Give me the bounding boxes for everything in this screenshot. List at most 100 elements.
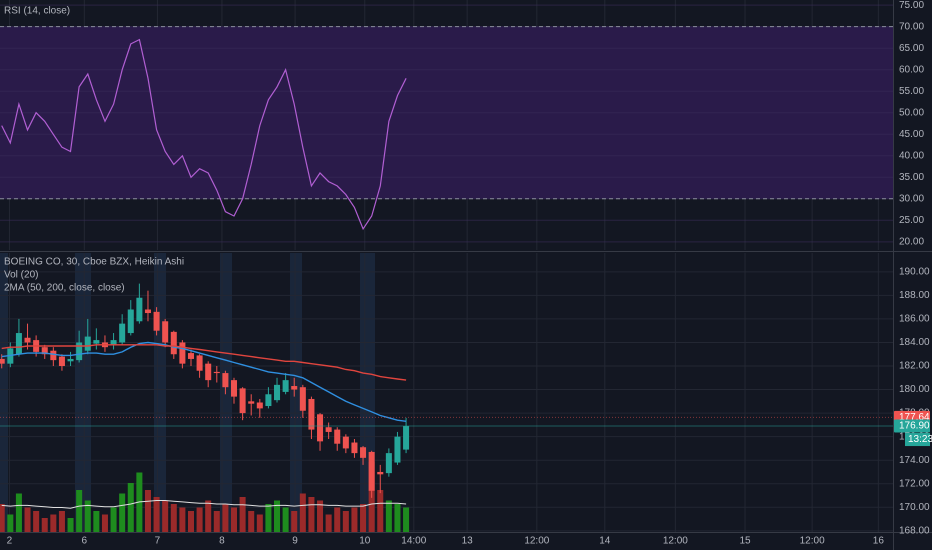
volume-bar: [308, 497, 315, 532]
volume-bar: [67, 518, 74, 532]
x-tick-label: 13: [462, 536, 474, 547]
candle-body: [144, 309, 151, 314]
candle-body: [403, 426, 410, 450]
volume-bar: [342, 511, 349, 532]
session-band: [220, 253, 232, 532]
candle-body: [385, 453, 392, 474]
volume-bar: [153, 497, 160, 532]
x-tick-label: 12:00: [524, 536, 549, 547]
volume-bar: [351, 507, 358, 532]
ma-line: [1, 344, 407, 381]
candle-body: [377, 471, 384, 475]
y-tick-label: 45.00: [899, 129, 924, 140]
y-tick-label: 60.00: [899, 64, 924, 75]
volume-title: Vol (20): [4, 270, 38, 281]
x-tick-label: 10: [359, 536, 371, 547]
volume-bar: [334, 507, 341, 532]
x-tick-label: 7: [155, 536, 161, 547]
candle-body: [222, 373, 229, 388]
volume-bar: [119, 493, 126, 532]
volume-bar: [248, 511, 255, 532]
x-tick-label: 12:00: [800, 536, 825, 547]
volume-bar: [170, 504, 177, 532]
volume-bar: [360, 504, 367, 532]
y-tick-label: 184.00: [899, 337, 930, 348]
volume-bar: [282, 507, 289, 532]
session-band: [0, 253, 8, 532]
volume-bar: [265, 504, 272, 532]
countdown: 13:23: [908, 434, 932, 445]
candle-body: [119, 323, 126, 343]
price-label: 176.90: [899, 421, 930, 432]
ma-line: [1, 341, 407, 422]
candle-body: [76, 342, 83, 361]
volume-bar: [377, 490, 384, 532]
candle-body: [360, 447, 367, 458]
x-tick-label: 15: [739, 536, 751, 547]
candle-body: [58, 356, 65, 367]
rsi-title: RSI (14, close): [4, 6, 70, 17]
volume-bar: [50, 514, 57, 532]
candle-body: [84, 336, 91, 351]
y-tick-label: 50.00: [899, 107, 924, 118]
x-tick-label: 16: [873, 536, 885, 547]
candle-body: [213, 371, 220, 374]
x-tick-label: 14:00: [401, 536, 426, 547]
candle-body: [110, 340, 117, 345]
volume-bar: [317, 500, 324, 532]
candle-body: [317, 414, 324, 442]
volume-bar: [179, 507, 186, 532]
volume-bar: [24, 507, 31, 532]
volume-bar: [76, 490, 83, 532]
volume-bar: [196, 507, 203, 532]
y-tick-label: 180.00: [899, 384, 930, 395]
volume-bar: [144, 490, 151, 532]
candle-body: [179, 342, 186, 364]
volume-bar: [127, 483, 134, 532]
volume-bar: [7, 514, 14, 532]
candle-body: [127, 309, 134, 334]
candle-body: [282, 380, 289, 392]
candle-body: [24, 337, 31, 343]
session-band: [75, 253, 91, 532]
candle-body: [351, 442, 358, 454]
volume-bar: [187, 511, 194, 532]
candle-body: [0, 358, 5, 364]
candle-body: [170, 331, 177, 355]
y-tick-label: 170.00: [899, 502, 930, 513]
volume-bar: [33, 511, 40, 532]
y-tick-label: 35.00: [899, 172, 924, 183]
candle-body: [394, 436, 401, 463]
ma-title: 2MA (50, 200, close, close): [4, 283, 125, 294]
y-tick-label: 186.00: [899, 314, 930, 325]
candle-body: [153, 311, 160, 331]
y-tick-label: 70.00: [899, 21, 924, 32]
volume-bar: [385, 500, 392, 532]
candle-body: [291, 386, 298, 390]
candle-body: [256, 402, 263, 409]
countdown-bg: [905, 433, 930, 447]
candle-body: [342, 436, 349, 449]
y-tick-label: 25.00: [899, 215, 924, 226]
x-tick-label: 6: [82, 536, 88, 547]
x-tick-label: 14: [599, 536, 611, 547]
volume-bar: [222, 504, 229, 532]
y-tick-label: 30.00: [899, 193, 924, 204]
candle-body: [265, 394, 272, 407]
candle-body: [239, 388, 246, 414]
price-title: BOEING CO, 30, Cboe BZX, Heikin Ashi: [4, 257, 184, 268]
x-tick-label: 2: [7, 536, 13, 547]
y-tick-label: 190.00: [899, 266, 930, 277]
candle-body: [162, 321, 169, 343]
volume-bar: [110, 507, 117, 532]
candle-body: [196, 355, 203, 371]
candle-body: [308, 398, 315, 430]
volume-bar: [325, 514, 332, 532]
volume-bar: [394, 504, 401, 532]
volume-bar: [239, 497, 246, 532]
volume-bar: [0, 504, 5, 532]
volume-bar: [403, 507, 410, 532]
candle-body: [50, 350, 57, 361]
